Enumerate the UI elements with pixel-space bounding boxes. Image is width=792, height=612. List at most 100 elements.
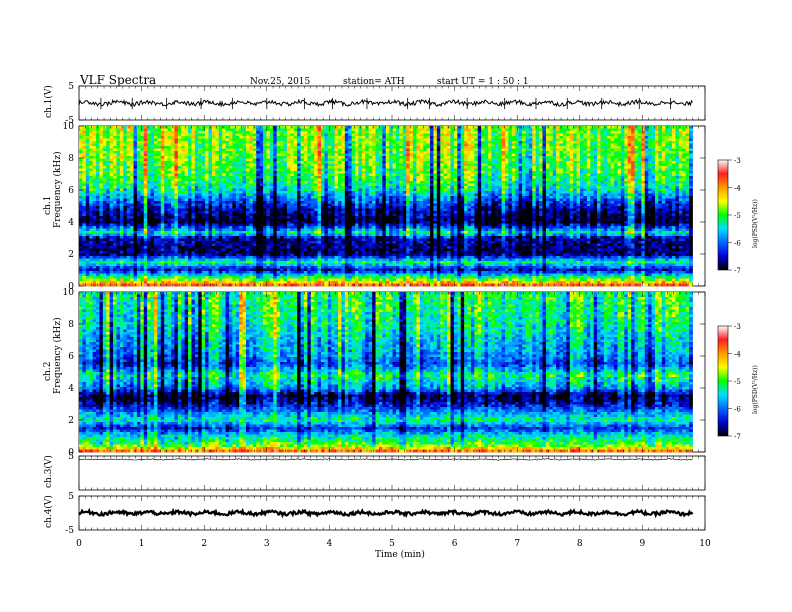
spectrogram-cell: [529, 159, 533, 162]
spectrogram-cell: [358, 161, 362, 164]
spectrogram-cell: [587, 159, 591, 162]
spectrogram-cell: [396, 184, 400, 187]
spectrogram-cell: [641, 181, 645, 184]
spectrogram-cell: [461, 156, 465, 159]
spectrogram-cell: [365, 139, 369, 142]
spectrogram-cell: [413, 134, 417, 137]
spectrogram-cell: [365, 141, 369, 144]
spectrogram-cell: [239, 184, 243, 187]
spectrogram-cell: [471, 144, 475, 147]
spectrogram-cell: [304, 181, 308, 184]
spectrogram-cell: [273, 189, 277, 192]
spectrogram-cell: [389, 164, 393, 167]
spectrogram-cell: [283, 164, 287, 167]
spectrogram-cell: [263, 146, 267, 149]
spectrogram-cell: [611, 174, 615, 177]
spectrogram-cell: [403, 171, 407, 174]
spectrogram-cell: [168, 174, 172, 177]
spectrogram-cell: [566, 179, 570, 182]
spectrogram-cell: [198, 126, 202, 129]
spectrogram-cell: [297, 134, 301, 137]
spectrogram-cell: [389, 146, 393, 149]
spectrogram-cell: [96, 169, 100, 172]
spectrogram-cell: [171, 174, 175, 177]
spectrogram-cell: [253, 184, 257, 187]
spectrogram-cell: [321, 134, 325, 137]
spectrogram-cell: [151, 141, 155, 144]
spectrogram-cell: [600, 171, 604, 174]
spectrogram-cell: [652, 129, 656, 132]
spectrogram-cell: [212, 134, 216, 137]
spectrogram-cell: [437, 139, 441, 142]
spectrogram-cell: [178, 176, 182, 179]
spectrogram-cell: [607, 191, 611, 194]
spectrogram-cell: [532, 186, 536, 189]
spectrogram-cell: [314, 134, 318, 137]
spectrogram-cell: [328, 186, 332, 189]
spectrogram-cell: [607, 169, 611, 172]
spectrogram-cell: [611, 129, 615, 132]
spectrogram-cell: [382, 129, 386, 132]
waveform-line: [79, 100, 693, 106]
spectrogram-cell: [522, 169, 526, 172]
spectrogram-cell: [478, 179, 482, 182]
spectrogram-cell: [410, 181, 414, 184]
spectrogram-cell: [358, 164, 362, 167]
spectrogram-cell: [270, 176, 274, 179]
spectrogram-cell: [239, 164, 243, 167]
spectrogram-cell: [137, 189, 141, 192]
spectrogram-cell: [181, 139, 185, 142]
spectrogram-cell: [474, 134, 478, 137]
spectrogram-cell: [307, 131, 311, 134]
spectrogram-cell: [280, 169, 284, 172]
spectrogram-cell: [566, 151, 570, 154]
spectrogram-cell: [570, 149, 574, 152]
spectrogram-cell: [614, 166, 618, 169]
spectrogram-cell: [202, 136, 206, 139]
spectrogram-cell: [99, 171, 103, 174]
spectrogram-cell: [168, 156, 172, 159]
spectrogram-cell: [205, 166, 209, 169]
spectrogram-cell: [560, 179, 564, 182]
spectrogram-cell: [403, 136, 407, 139]
spectrogram-cell: [110, 131, 114, 134]
spectrogram-cell: [99, 174, 103, 177]
spectrogram-cell: [628, 186, 632, 189]
spectrogram-cell: [222, 156, 226, 159]
spectrogram-cell: [294, 159, 298, 162]
spectrogram-cell: [355, 176, 359, 179]
spectrogram-cell: [324, 181, 328, 184]
spectrogram-cell: [372, 134, 376, 137]
spectrogram-cell: [410, 154, 414, 157]
spectrogram-cell: [638, 156, 642, 159]
spectrogram-cell: [260, 174, 264, 177]
spectrogram-cell: [447, 159, 451, 162]
spectrogram-cell: [686, 156, 690, 159]
spectrogram-cell: [655, 161, 659, 164]
spectrogram-cell: [560, 191, 564, 194]
spectrogram-cell: [341, 149, 345, 152]
spectrogram-cell: [372, 136, 376, 139]
spectrogram-cell: [89, 136, 93, 139]
spectrogram-cell: [583, 146, 587, 149]
spectrogram-cell: [297, 176, 301, 179]
spectrogram-cell: [212, 154, 216, 157]
spectrogram-cell: [512, 184, 516, 187]
spectrogram-cell: [171, 191, 175, 194]
spectrogram-cell: [652, 181, 656, 184]
spectrogram-cell: [573, 139, 577, 142]
spectrogram-cell: [529, 131, 533, 134]
spectrogram-cell: [358, 174, 362, 177]
spectrogram-cell: [352, 149, 356, 152]
spectrogram-cell: [689, 164, 693, 167]
spectrogram-cell: [219, 169, 223, 172]
spectrogram-cell: [185, 164, 189, 167]
spectrogram-cell: [188, 126, 192, 129]
spectrogram-cell: [645, 161, 649, 164]
spectrogram-cell: [260, 151, 264, 154]
spectrogram-cell: [89, 194, 93, 197]
spectrogram-cell: [471, 149, 475, 152]
spectrogram-cell: [488, 139, 492, 142]
spectrogram-cell: [658, 139, 662, 142]
spectrogram-cell: [672, 169, 676, 172]
